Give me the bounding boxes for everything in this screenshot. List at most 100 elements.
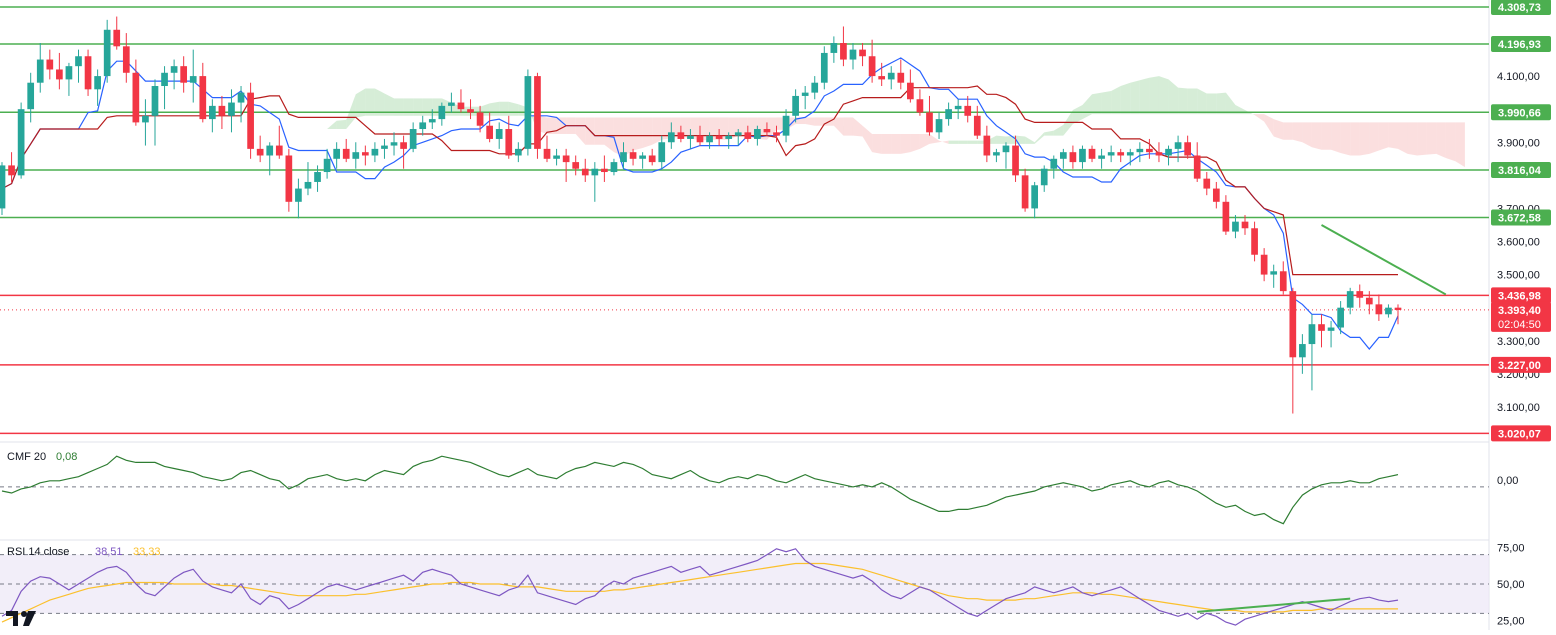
- candle: [868, 39, 876, 83]
- cloud-segment: [852, 117, 863, 137]
- candle: [161, 66, 168, 110]
- cloud-segment: [260, 158, 270, 184]
- cloud-segment: [633, 117, 643, 151]
- candle-body: [830, 43, 838, 53]
- candle: [677, 125, 685, 143]
- candle-body: [352, 152, 360, 159]
- candle: [1069, 145, 1077, 169]
- candle: [457, 89, 465, 113]
- candle: [448, 92, 455, 113]
- candle-body: [1279, 271, 1287, 292]
- candle: [75, 49, 82, 83]
- cloud-segment: [250, 183, 261, 189]
- candle-body: [314, 172, 321, 182]
- candle: [543, 135, 551, 163]
- candle: [1279, 261, 1287, 295]
- candle: [476, 105, 484, 133]
- candle: [1059, 148, 1067, 169]
- cloud-segment: [1101, 90, 1112, 115]
- candle: [706, 132, 713, 149]
- candle: [1012, 135, 1019, 182]
- candle: [754, 125, 761, 146]
- cloud-segment: [881, 133, 892, 154]
- cloud-segment: [996, 135, 1006, 144]
- candle: [830, 36, 838, 63]
- candle: [189, 49, 197, 103]
- candle: [17, 102, 25, 179]
- cloud-segment: [489, 101, 500, 116]
- candle-body: [448, 102, 455, 106]
- cloud-segment: [910, 133, 920, 153]
- trendline[interactable]: [1321, 224, 1447, 296]
- level-tag-label: 4.196,93: [1498, 39, 1541, 51]
- support-resistance-levels: [0, 6, 1489, 435]
- candle: [285, 148, 293, 212]
- candle: [1346, 287, 1354, 315]
- candle: [1318, 314, 1325, 348]
- candle: [1232, 215, 1239, 239]
- candle-body: [1356, 291, 1364, 298]
- tradingview-logo-icon[interactable]: [6, 611, 36, 626]
- candle-body: [715, 135, 723, 139]
- candle-body: [945, 109, 952, 120]
- candle-body: [820, 52, 828, 83]
- descending-trendline[interactable]: [1321, 224, 1447, 296]
- candle-body: [620, 152, 627, 163]
- candle: [266, 142, 274, 176]
- candle-body: [1165, 148, 1172, 156]
- candle: [620, 142, 627, 169]
- candle: [256, 135, 264, 163]
- candle: [170, 59, 178, 90]
- candle-body: [1079, 148, 1086, 163]
- candle-body: [247, 92, 254, 149]
- cloud-segment: [929, 133, 940, 144]
- candle: [610, 158, 618, 176]
- cloud-segment: [900, 133, 911, 154]
- level-tag-label: 3.990,66: [1498, 107, 1541, 119]
- cloud-segment: [1321, 122, 1332, 150]
- cloud-segment: [1455, 122, 1465, 168]
- candle-body: [94, 76, 101, 90]
- price-tick-label: 3.500,00: [1497, 270, 1540, 282]
- candle-body: [562, 155, 570, 163]
- cloud-segment: [384, 93, 395, 116]
- cloud-segment: [891, 133, 901, 154]
- candle: [428, 109, 436, 130]
- candle: [715, 129, 723, 146]
- cloud-segment: [1072, 105, 1083, 125]
- candle: [572, 155, 580, 176]
- candle-body: [84, 56, 92, 90]
- candle-body: [601, 168, 608, 173]
- cloud-segment: [766, 117, 777, 140]
- cmf-pane: 0,00 CMF 20 0,08: [0, 451, 1518, 525]
- candle: [390, 132, 398, 156]
- candle: [304, 162, 312, 196]
- candle-body: [295, 188, 302, 202]
- candle: [218, 95, 226, 130]
- cloud-segment: [1111, 86, 1121, 115]
- candle-body: [1385, 307, 1392, 315]
- candle-body: [1289, 291, 1297, 358]
- candle-body: [1126, 152, 1134, 156]
- candle: [467, 99, 474, 120]
- level-tag-bg: [1491, 36, 1551, 53]
- rsi-divergence-line[interactable]: [1197, 597, 1351, 613]
- cloud-segment: [1388, 122, 1398, 149]
- candle-body: [438, 105, 446, 120]
- candle: [84, 49, 92, 96]
- candle-body: [792, 95, 799, 116]
- candle: [801, 86, 809, 110]
- candle-body: [993, 152, 1000, 156]
- candle: [1021, 168, 1029, 212]
- candle-body: [275, 145, 283, 156]
- candle-body: [1251, 228, 1258, 255]
- cloud-segment: [833, 117, 844, 136]
- cloud-segment: [623, 117, 634, 157]
- candle-body: [725, 135, 733, 139]
- candle: [687, 129, 694, 149]
- cloud-segment: [413, 98, 423, 116]
- candle-body: [170, 66, 178, 73]
- candle-body: [1212, 188, 1220, 202]
- candle-body: [868, 56, 876, 77]
